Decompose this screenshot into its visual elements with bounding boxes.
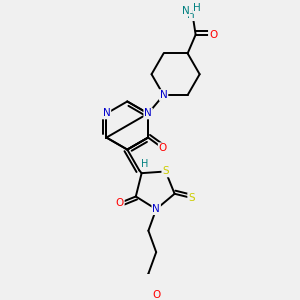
Text: S: S xyxy=(188,193,195,203)
Text: N: N xyxy=(152,204,160,214)
Text: H: H xyxy=(194,3,201,13)
Text: N: N xyxy=(144,109,152,118)
Text: O: O xyxy=(209,30,217,40)
Text: N: N xyxy=(103,109,110,118)
Text: O: O xyxy=(116,198,124,208)
Text: H: H xyxy=(141,159,148,169)
Text: N: N xyxy=(160,90,167,100)
Text: O: O xyxy=(152,290,160,300)
Text: S: S xyxy=(162,167,169,176)
Text: N: N xyxy=(182,6,189,16)
Text: O: O xyxy=(159,143,167,153)
Text: H: H xyxy=(188,10,195,20)
